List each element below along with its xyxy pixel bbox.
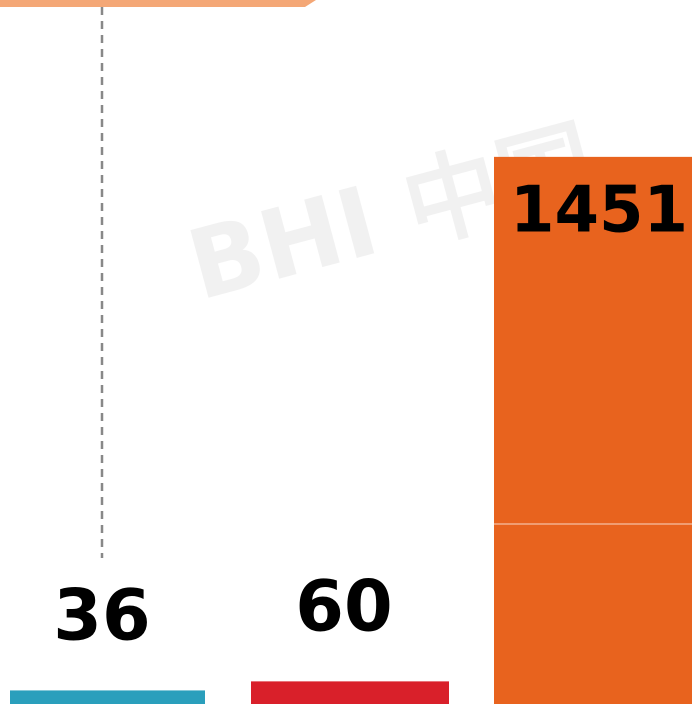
header-band (0, 0, 316, 7)
value-label: 36 (53, 574, 150, 656)
bar (10, 690, 205, 704)
value-label: 60 (295, 565, 392, 647)
value-label: 1451 (510, 173, 688, 247)
bar (494, 156, 692, 704)
bar (251, 681, 449, 704)
